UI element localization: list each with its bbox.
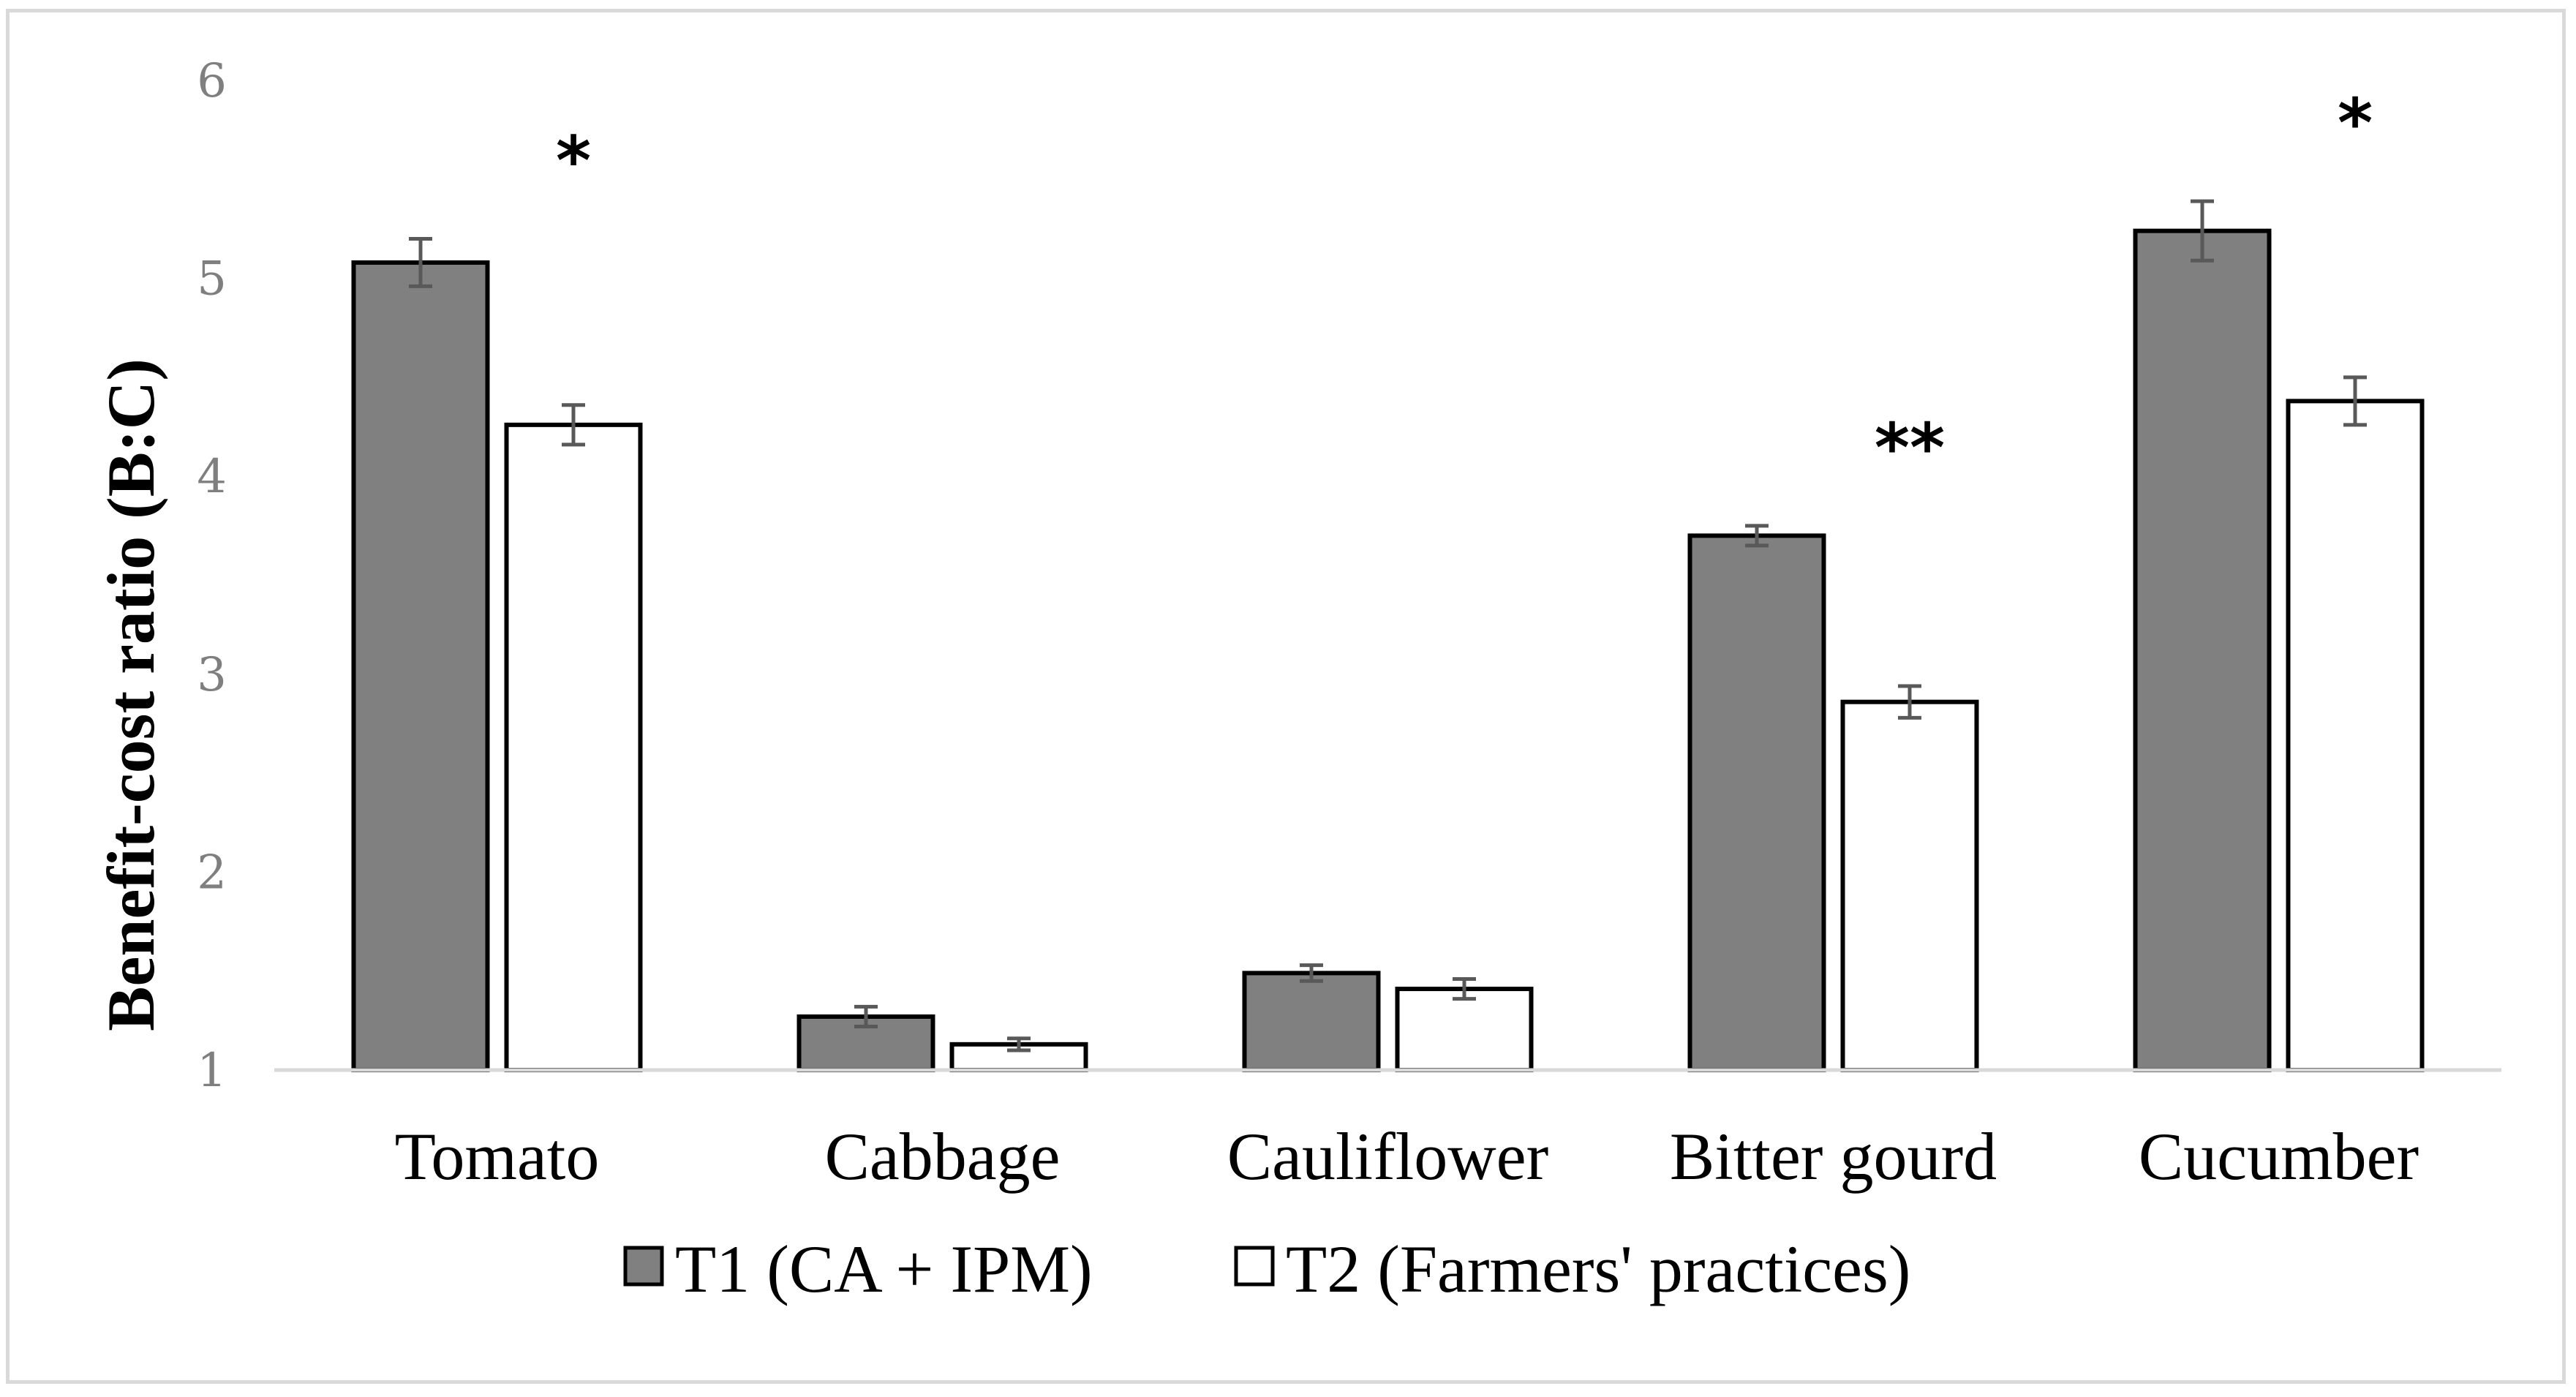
legend-label-t1: T1 (CA + IPM) <box>675 1232 1093 1306</box>
y-tick-label: 4 <box>197 450 227 504</box>
y-tick-label: 3 <box>197 648 227 702</box>
bar-t2 <box>1840 699 1979 1073</box>
error-bars <box>409 199 2367 1053</box>
category-label: Bitter gourd <box>1670 1119 1997 1194</box>
legend-label-t2: T2 (Farmers' practices) <box>1286 1232 1910 1306</box>
bar-t1 <box>1242 971 1381 1072</box>
category-labels: Tomato Cabbage Cauliflower Bitter gourd Cucu… <box>395 1119 2419 1194</box>
bar-t1 <box>351 260 490 1072</box>
category-label: Tomato <box>395 1119 600 1194</box>
legend: T1 (CA + IPM) T2 (Farmers' practices) <box>623 1232 1910 1306</box>
bar-t1 <box>1687 533 1826 1072</box>
bar-t2 <box>2286 399 2425 1072</box>
significance-marker: * <box>556 121 591 200</box>
y-axis-ticks: 1 2 3 4 5 6 <box>197 54 227 1098</box>
y-axis-label-group: Benefit-cost ratio (B:C) <box>94 358 168 1031</box>
y-axis-label: Benefit-cost ratio (B:C) <box>94 358 168 1031</box>
legend-swatch-t1 <box>623 1246 664 1287</box>
bars <box>351 228 2425 1073</box>
significance-marker: * <box>2338 84 2373 162</box>
legend-swatch-t2 <box>1234 1246 1275 1287</box>
category-label: Cucumber <box>2139 1119 2419 1194</box>
y-tick-label: 1 <box>197 1044 227 1098</box>
y-tick-label: 6 <box>197 54 227 108</box>
y-tick-label: 2 <box>197 846 227 900</box>
significance-marker: ** <box>1875 409 1945 487</box>
category-label: Cabbage <box>825 1119 1061 1194</box>
category-label: Cauliflower <box>1227 1119 1548 1194</box>
y-tick-label: 5 <box>197 252 227 306</box>
bar-t2 <box>504 422 643 1072</box>
bar-t2 <box>1395 987 1534 1072</box>
significance-markers: **** <box>556 84 2373 487</box>
bar-t1 <box>2133 228 2272 1072</box>
